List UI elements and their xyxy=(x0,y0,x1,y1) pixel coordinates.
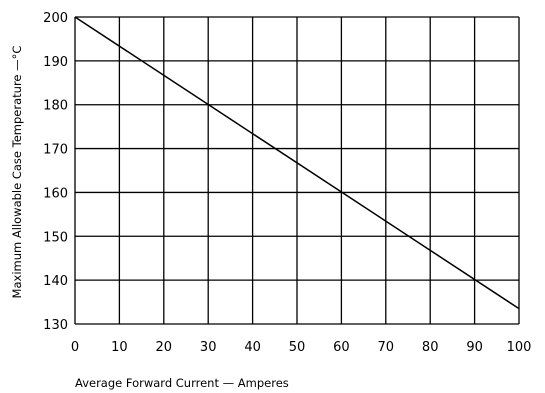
x-tick-label: 30 xyxy=(200,340,217,355)
x-tick-labels: 0 10 20 30 40 50 60 70 80 90 100 xyxy=(71,340,532,355)
y-tick-label: 190 xyxy=(43,55,68,70)
x-tick-label: 0 xyxy=(71,340,79,355)
y-tick-label: 160 xyxy=(43,186,68,201)
x-tick-label: 80 xyxy=(422,340,439,355)
x-tick-label: 50 xyxy=(289,340,306,355)
series-line xyxy=(74,16,520,310)
y-tick-label: 150 xyxy=(43,230,68,245)
x-axis-label: Average Forward Current — Amperes xyxy=(75,376,289,390)
series-group xyxy=(74,16,520,310)
x-tick-label: 20 xyxy=(156,340,173,355)
x-tick-label: 70 xyxy=(378,340,395,355)
y-tick-label: 170 xyxy=(43,143,68,158)
y-axis-label: Maximum Allowable Case Temperature —°C xyxy=(10,46,24,299)
y-tick-label: 200 xyxy=(43,11,68,26)
x-tick-label: 40 xyxy=(244,340,261,355)
x-tick-label: 90 xyxy=(466,340,483,355)
x-tick-label: 100 xyxy=(507,340,532,355)
y-tick-labels: 130 140 150 160 170 180 190 200 xyxy=(43,11,68,333)
x-tick-label: 10 xyxy=(111,340,128,355)
y-tick-label: 140 xyxy=(43,274,68,289)
x-tick-label: 60 xyxy=(333,340,350,355)
y-tick-label: 180 xyxy=(43,99,68,114)
y-tick-label: 130 xyxy=(43,318,68,333)
grid xyxy=(74,16,520,325)
